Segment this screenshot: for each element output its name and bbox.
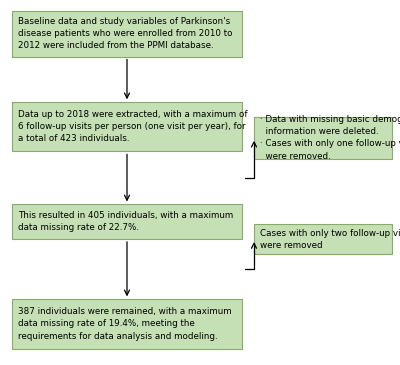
Text: Data up to 2018 were extracted, with a maximum of
6 follow-up visits per person : Data up to 2018 were extracted, with a m… bbox=[18, 110, 247, 143]
FancyBboxPatch shape bbox=[12, 11, 242, 57]
Text: This resulted in 405 individuals, with a maximum
data missing rate of 22.7%.: This resulted in 405 individuals, with a… bbox=[18, 211, 233, 232]
FancyBboxPatch shape bbox=[12, 102, 242, 151]
FancyBboxPatch shape bbox=[12, 204, 242, 239]
Text: Cases with only two follow-up visits
were removed: Cases with only two follow-up visits wer… bbox=[260, 228, 400, 250]
FancyBboxPatch shape bbox=[254, 117, 392, 159]
FancyBboxPatch shape bbox=[254, 224, 392, 254]
Text: 387 individuals were remained, with a maximum
data missing rate of 19.4%, meetin: 387 individuals were remained, with a ma… bbox=[18, 307, 231, 341]
Text: Baseline data and study variables of Parkinson's
disease patients who were enrol: Baseline data and study variables of Par… bbox=[18, 17, 232, 50]
Text: · Data with missing basic demographic
  information were deleted.
· Cases with o: · Data with missing basic demographic in… bbox=[260, 115, 400, 161]
FancyBboxPatch shape bbox=[12, 299, 242, 349]
